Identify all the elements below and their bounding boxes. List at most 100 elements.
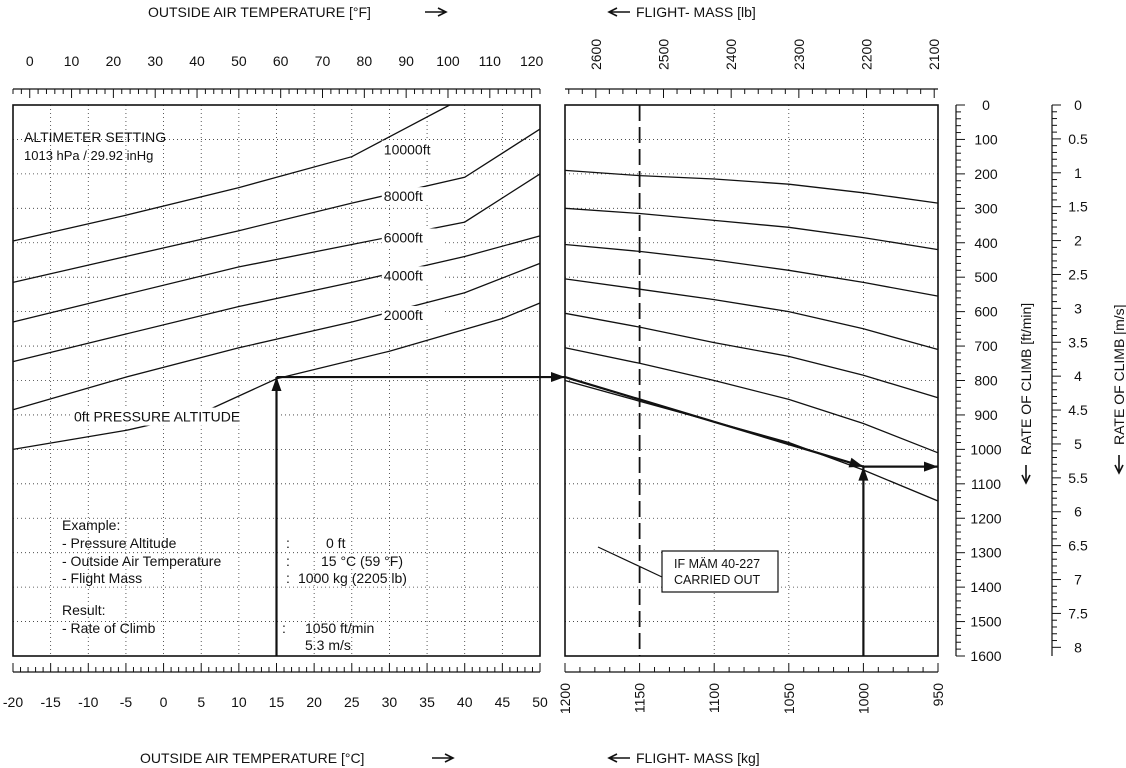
oat-f-tick-label: 40: [189, 53, 205, 69]
curve-label-bg: [381, 187, 444, 206]
oat-f-tick-label: 120: [520, 53, 544, 69]
altitude-curve-label: 8000ft: [384, 188, 423, 204]
oat-f-tick-label: 80: [357, 53, 373, 69]
oat-f-tick-label: 0: [26, 53, 34, 69]
mass-lb-tick-label: 2600: [588, 39, 604, 70]
oat-c-tick-label: -15: [41, 694, 61, 710]
example-row-value: 0 ft: [326, 535, 346, 551]
roc-ms-tick-label: 4: [1074, 368, 1082, 384]
example-path-mass-up-head: [858, 466, 869, 481]
mass-kg-tick-label: 1200: [557, 683, 573, 714]
roc-ms-tick-label: 7.5: [1068, 605, 1088, 621]
mass-lb-tick-label: 2100: [926, 39, 942, 70]
mass-lb-arrow-icon: [607, 7, 630, 17]
roc-ms-tick-label: 2.5: [1068, 266, 1088, 282]
altimeter-setting-value: 1013 hPa / 29.92 inHg: [24, 148, 153, 163]
mass-kg-tick-label: 1050: [781, 683, 797, 714]
result-value-ms: 5.3 m/s: [305, 637, 351, 653]
mass-curve: [564, 243, 939, 297]
mass-kg-tick-label: 1000: [855, 683, 871, 714]
roc-ftmin-tick-label: 500: [974, 269, 998, 285]
roc-ftmin-tick-label: 1600: [970, 648, 1001, 664]
result-title: Result:: [62, 602, 106, 618]
curves-layer: 0ft PRESSURE ALTITUDE 2000ft 4000ft 6000ft 8…: [12, 104, 939, 656]
oat-c-tick-label: 45: [495, 694, 511, 710]
mass-lb-tick-label: 2300: [791, 39, 807, 70]
altitude-curve-label: 0ft PRESSURE ALTITUDE: [74, 409, 240, 425]
oat-c-tick-label: -10: [78, 694, 98, 710]
roc-ms-tick-label: 5: [1074, 436, 1082, 452]
oat-f-tick-label: 30: [147, 53, 163, 69]
oat-c-tick-label: 20: [306, 694, 322, 710]
oat-c-tick-label: -5: [120, 694, 133, 710]
roc-ms-tick-label: 6.5: [1068, 538, 1088, 554]
roc-ftmin-tick-label: 1500: [970, 614, 1001, 630]
roc-ftmin-tick-label: 1300: [970, 545, 1001, 561]
roc-ms-tick-label: 0: [1074, 97, 1082, 113]
example-row-colon: :: [286, 553, 290, 569]
example-row-label: - Flight Mass: [62, 570, 142, 586]
roc-ftmin-tick-label: 700: [974, 338, 998, 354]
roc-ftmin-axis-title: RATE OF CLIMB [ft/min]: [1018, 303, 1034, 455]
oat-f-tick-label: 110: [479, 53, 502, 69]
roc-ftmin-tick-label: 1100: [971, 476, 1001, 492]
altitude-curve: [12, 173, 541, 323]
oat-f-tick-label: 50: [231, 53, 247, 69]
mass-curve: [564, 169, 939, 204]
oat-f-tick-label: 100: [436, 53, 460, 69]
roc-ms-tick-label: 3.5: [1068, 334, 1088, 350]
altitude-curve: [12, 235, 541, 363]
mass-curve: [564, 207, 939, 251]
oat-c-arrow-icon: [432, 753, 455, 763]
oat-c-axis-title: OUTSIDE AIR TEMPERATURE [°C]: [140, 750, 364, 766]
curve-label-bg: [381, 140, 444, 159]
roc-ms-axis-title: RATE OF CLIMB [m/s]: [1111, 304, 1126, 445]
oat-c-tick-label: 40: [457, 694, 473, 710]
oat-c-tick-label: -20: [3, 694, 23, 710]
mass-lb-tick-label: 2200: [859, 39, 875, 70]
roc-ftmin-tick-label: 900: [974, 407, 998, 423]
oat-c-tick-label: 25: [344, 694, 360, 710]
roc-ftmin-tick-label: 0: [982, 97, 990, 113]
altitude-curve: [12, 128, 541, 284]
mass-kg-tick-label: 950: [930, 683, 946, 707]
roc-ftmin-tick-label: 600: [974, 304, 998, 320]
mass-curve: [564, 312, 939, 399]
roc-ms-tick-label: 4.5: [1068, 402, 1088, 418]
mam-note: IF MÄM 40-227 CARRIED OUT: [597, 546, 779, 593]
oat-f-axis-title: OUTSIDE AIR TEMPERATURE [°F]: [148, 4, 371, 20]
mam-note-box: [661, 550, 779, 593]
result-colon: :: [282, 620, 286, 636]
oat-f-tick-label: 90: [398, 53, 414, 69]
curve-label-bg: [381, 266, 444, 285]
curve-label-bg: [72, 407, 280, 426]
altitude-curve: [12, 262, 541, 411]
oat-c-tick-label: 10: [231, 694, 247, 710]
roc-ms-tick-label: 8: [1074, 639, 1082, 655]
altimeter-setting-label: ALTIMETER SETTING: [24, 129, 166, 145]
roc-ms-tick-label: 7: [1074, 572, 1082, 588]
result-label: - Rate of Climb: [62, 620, 156, 636]
mass-curve: [564, 347, 939, 454]
oat-f-tick-label: 60: [273, 53, 289, 69]
mass-curve: [564, 278, 939, 351]
altitude-curve-label: 4000ft: [384, 267, 423, 283]
roc-ftmin-arrow-icon: [1021, 465, 1031, 485]
altitude-curve-label: 10000ft: [384, 142, 431, 158]
oat-c-tick-label: 30: [382, 694, 398, 710]
result-value-ftmin: 1050 ft/min: [305, 620, 374, 636]
example-row-label: - Outside Air Temperature: [62, 553, 221, 569]
roc-ftmin-tick-label: 1000: [970, 441, 1001, 457]
example-path-diagonal: [564, 376, 864, 468]
oat-c-tick-label: 5: [197, 694, 205, 710]
roc-ms-tick-label: 6: [1074, 504, 1082, 520]
oat-f-tick-label: 10: [64, 53, 80, 69]
axes-layer: -20 -15 -10 -5 0 5 10 15 20 25 30 35 40 45 500 10 20 30 40…: [3, 39, 1088, 715]
mass-lb-tick-label: 2400: [723, 39, 739, 70]
roc-ftmin-tick-label: 1400: [970, 579, 1001, 595]
oat-c-tick-label: 15: [269, 694, 285, 710]
mass-kg-tick-label: 1150: [632, 683, 648, 713]
mass-kg-axis-title: FLIGHT- MASS [kg]: [636, 750, 760, 766]
curve-label-bg: [381, 228, 444, 247]
example-row-colon: :: [286, 535, 290, 551]
